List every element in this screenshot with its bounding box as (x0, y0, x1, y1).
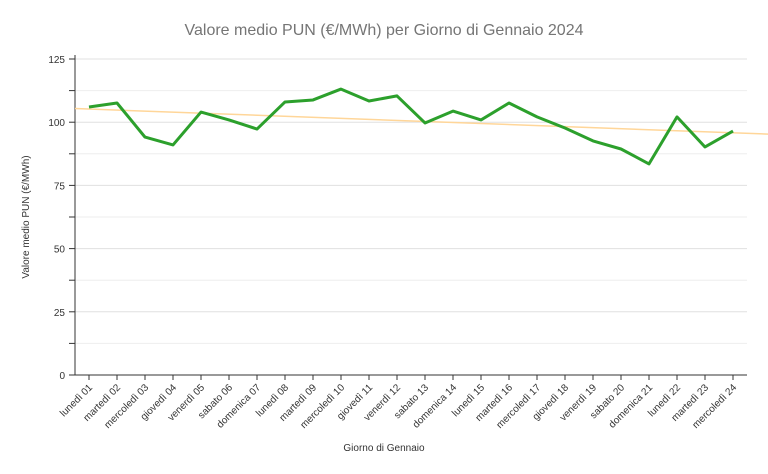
y-tick-label: 50 (54, 245, 66, 256)
grid (75, 58, 747, 344)
y-axis: 0 25 50 75 100 125 (48, 55, 76, 382)
chart-title: Valore medio PUN (€/MWh) per Giorno di G… (185, 22, 584, 39)
y-tick-label: 100 (48, 118, 65, 129)
pun-line (88, 87, 734, 166)
x-axis-label: Giorno di Gennaio (343, 443, 425, 454)
y-axis-label: Valore medio PUN (€/MWh) (21, 155, 32, 278)
y-tick-label: 75 (54, 181, 66, 192)
y-tick-label: 125 (48, 55, 65, 66)
series (74, 87, 768, 166)
y-tick-label: 25 (54, 308, 66, 319)
y-tick-label: 0 (59, 371, 65, 382)
